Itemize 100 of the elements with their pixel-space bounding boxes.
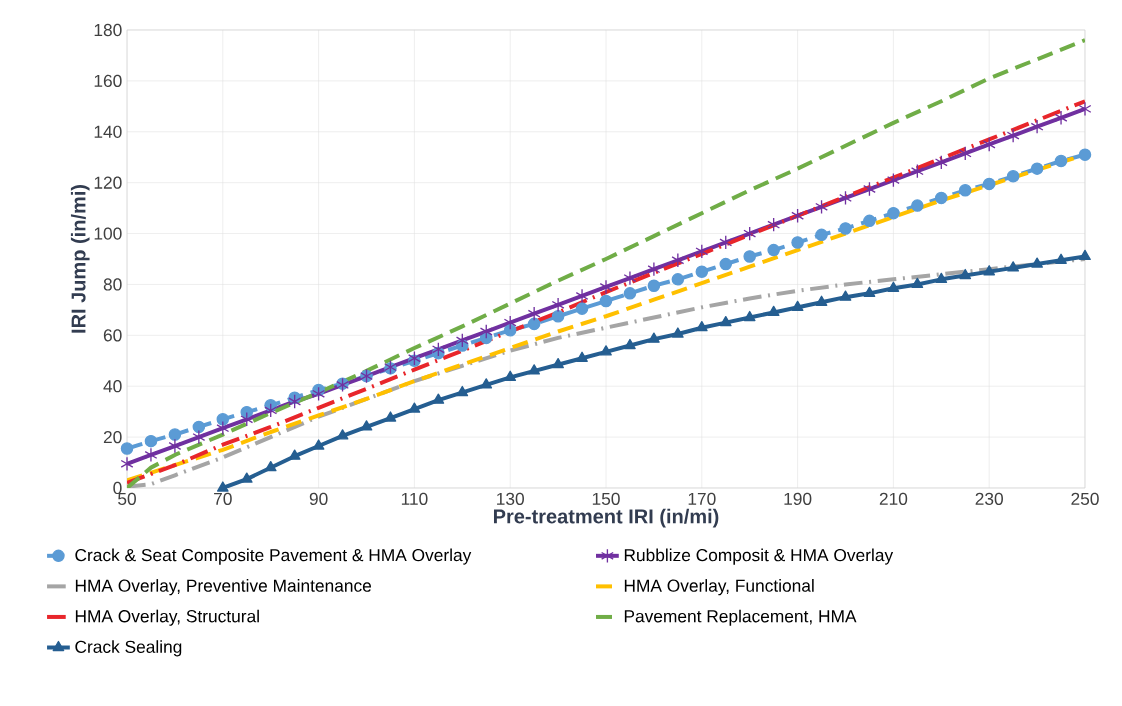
y-tick-label: 20	[103, 430, 122, 444]
y-tick-label: 60	[103, 329, 122, 342]
point	[623, 287, 637, 300]
point	[982, 177, 996, 191]
legend-label: Rubblize Composit & HMA Overlay	[624, 548, 894, 565]
point	[815, 295, 828, 306]
point	[551, 309, 565, 323]
point	[839, 290, 852, 301]
point	[479, 324, 493, 339]
point	[935, 272, 948, 284]
point	[743, 310, 756, 322]
x-tick-label: 130	[497, 492, 524, 505]
point	[982, 137, 996, 152]
point	[887, 281, 900, 292]
legend-label: HMA Overlay, Preventive Maintenance	[75, 579, 372, 596]
point	[910, 163, 924, 179]
point	[288, 394, 302, 409]
point	[767, 243, 780, 257]
point	[1054, 154, 1068, 168]
legend-label: HMA Overlay, Structural	[75, 609, 259, 626]
point	[719, 235, 733, 250]
point	[216, 481, 229, 492]
x-tick-label: 90	[309, 492, 328, 505]
point	[1006, 170, 1020, 183]
x-tick-label: 70	[214, 492, 232, 505]
point	[695, 321, 708, 332]
point	[719, 315, 732, 327]
point	[863, 214, 876, 228]
legend-label: Crack & Seat Composite Pavement & HMA Overlay	[75, 548, 472, 565]
point	[958, 184, 972, 197]
point	[599, 294, 613, 308]
point	[503, 323, 517, 337]
point	[671, 273, 685, 286]
point	[911, 277, 924, 289]
point	[743, 226, 757, 241]
point	[240, 411, 254, 427]
point	[120, 442, 134, 455]
y-tick-label: 100	[94, 227, 122, 240]
point	[671, 327, 684, 338]
point	[312, 386, 326, 402]
point	[1031, 257, 1043, 268]
point	[886, 172, 900, 188]
point	[911, 199, 924, 212]
point	[887, 206, 900, 220]
point	[264, 403, 278, 418]
legend-label: Crack Sealing	[75, 640, 182, 657]
point	[647, 279, 661, 292]
point	[1078, 148, 1092, 161]
point	[407, 350, 421, 366]
point	[455, 333, 469, 348]
point	[575, 302, 589, 315]
y-tick-label: 180	[94, 23, 122, 37]
point	[983, 265, 996, 276]
point	[767, 305, 780, 317]
point	[552, 357, 564, 369]
x-tick-label: 50	[118, 492, 136, 505]
point	[959, 268, 972, 280]
point	[576, 351, 588, 362]
point	[839, 222, 852, 235]
point	[815, 199, 828, 215]
point	[504, 370, 517, 381]
point	[1030, 162, 1044, 175]
point	[480, 378, 493, 389]
x-tick-label: 110	[401, 492, 428, 505]
point	[1078, 101, 1092, 117]
point	[791, 300, 804, 312]
x-tick-label: 190	[784, 492, 812, 505]
point	[1007, 261, 1020, 272]
y-tick-label: 160	[94, 74, 122, 88]
point	[168, 428, 182, 441]
x-tick-label: 150	[592, 492, 620, 505]
point	[935, 191, 948, 205]
point	[695, 244, 709, 259]
point	[743, 250, 756, 263]
y-axis-title: IRI Jump (in/mi)	[70, 184, 90, 333]
point	[863, 181, 876, 197]
point	[192, 420, 206, 434]
x-tick-label: 230	[975, 492, 1003, 505]
y-tick-label: 120	[94, 176, 122, 189]
point	[624, 338, 636, 350]
point	[456, 385, 469, 397]
point	[863, 286, 876, 298]
point	[120, 456, 134, 472]
point	[815, 228, 828, 242]
x-tick-label: 170	[688, 492, 716, 505]
point	[719, 257, 733, 271]
y-tick-label: 40	[103, 380, 122, 393]
x-tick-label: 250	[1071, 492, 1099, 505]
point	[527, 317, 541, 331]
x-axis-title: Pre-treatment IRI (in/mi)	[493, 508, 719, 528]
point	[695, 265, 709, 278]
x-tick-label: 210	[879, 492, 908, 505]
point	[600, 345, 612, 356]
point	[528, 364, 541, 375]
point	[671, 252, 685, 268]
point	[791, 236, 804, 249]
point	[216, 413, 230, 426]
point	[791, 208, 805, 224]
y-tick-label: 80	[103, 278, 122, 291]
point	[1079, 249, 1091, 261]
